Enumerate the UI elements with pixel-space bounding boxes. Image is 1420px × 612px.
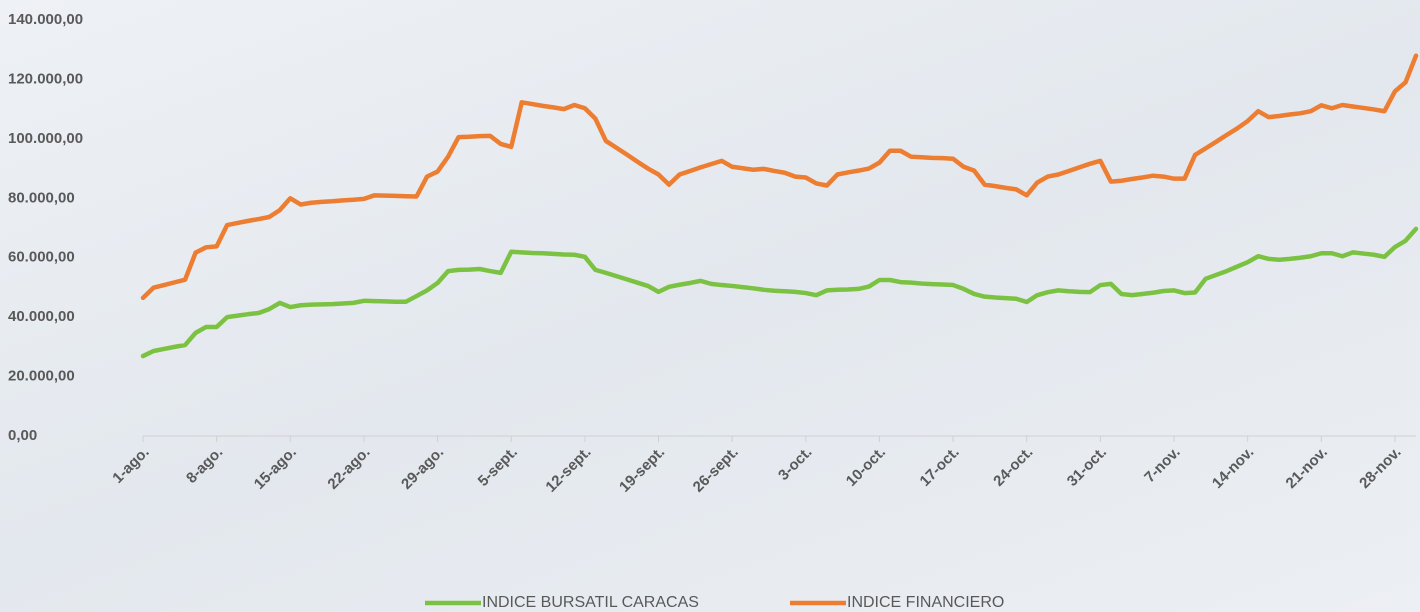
x-tick-label: 8-ago. xyxy=(183,444,226,487)
series-line xyxy=(143,56,1416,298)
y-tick-label: 20.000,00 xyxy=(8,368,75,385)
chart: 0,00 20.000,00 40.000,00 60.000,00 80.000,00… xyxy=(0,0,1420,612)
x-tick-label: 28-nov. xyxy=(1356,444,1404,492)
legend-label: INDICE FINANCIERO xyxy=(847,594,1004,611)
x-tick-label: 21-nov. xyxy=(1283,444,1331,492)
y-tick-label: 140.000,00 xyxy=(8,11,83,28)
x-tick-label: 29-ago. xyxy=(398,444,447,493)
x-tick-label: 5-sept. xyxy=(475,444,521,490)
x-tick-label: 26-sept. xyxy=(690,444,742,496)
legend-label: INDICE BURSATIL CARACAS xyxy=(482,594,699,611)
x-tick-label: 19-sept. xyxy=(616,444,668,496)
x-tick-label: 15-ago. xyxy=(251,444,300,493)
y-tick-label: 0,00 xyxy=(8,427,37,444)
x-tick-label: 10-oct. xyxy=(843,444,889,490)
y-tick-label: 60.000,00 xyxy=(8,249,75,266)
y-tick-label: 40.000,00 xyxy=(8,308,75,325)
y-tick-label: 120.000,00 xyxy=(8,70,83,87)
x-tick-label: 17-oct. xyxy=(917,444,963,490)
y-tick-label: 80.000,00 xyxy=(8,189,75,206)
x-tick-label: 3-oct. xyxy=(775,444,815,484)
x-tick-label: 14-nov. xyxy=(1209,444,1257,492)
series-line xyxy=(143,229,1416,356)
x-tick-label: 24-oct. xyxy=(990,444,1036,490)
x-tick-label: 7-nov. xyxy=(1141,444,1183,486)
x-tick-label: 22-ago. xyxy=(324,444,373,493)
y-tick-label: 100.000,00 xyxy=(8,130,83,147)
x-tick-label: 12-sept. xyxy=(542,444,594,496)
x-tick-label: 31-oct. xyxy=(1064,444,1110,490)
x-tick-label: 1-ago. xyxy=(109,444,152,487)
